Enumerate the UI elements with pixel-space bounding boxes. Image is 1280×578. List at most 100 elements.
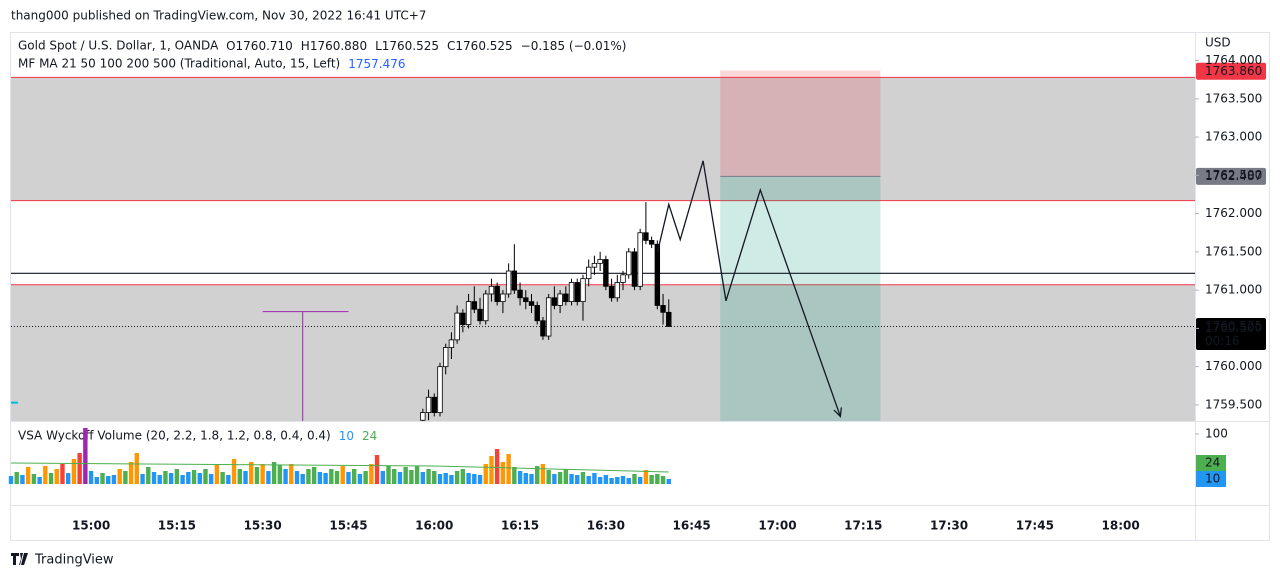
volume-bar [666, 479, 671, 484]
volume-bar [31, 474, 37, 484]
candle-body [528, 301, 535, 306]
volume-bar [283, 469, 288, 484]
symbol: Gold Spot / U.S. Dollar, 1, OANDA O1760.7… [18, 39, 626, 53]
volume-bar [174, 469, 180, 484]
price-badge [1196, 167, 1266, 185]
zone [11, 77, 1195, 201]
volume-bar [306, 469, 311, 484]
volume-bar [146, 467, 151, 484]
volume-bar [134, 453, 140, 484]
volume-bar [557, 472, 563, 484]
zone [11, 284, 1195, 421]
volume-bar [294, 471, 300, 484]
volume-bar [254, 467, 260, 484]
volume-bar [586, 476, 591, 484]
volume-bar [392, 469, 397, 484]
volume-bar [243, 471, 248, 484]
volume-bar [203, 469, 208, 484]
volume-bar [197, 473, 202, 484]
candle-body [448, 339, 455, 348]
volume-bar [477, 475, 483, 484]
volume-bar [637, 477, 643, 484]
candle-body [540, 320, 546, 337]
volume-bar [626, 478, 631, 484]
candle-body [494, 285, 500, 303]
volume-bar [180, 475, 185, 484]
candle-body [591, 262, 598, 268]
volume-bar [494, 449, 500, 484]
volume-bar [65, 473, 71, 484]
volume-tick-label: 100 [1205, 427, 1228, 441]
volume-bar [620, 476, 626, 484]
candle-body [568, 282, 575, 303]
volume-bar [100, 473, 105, 484]
volume-bar [43, 466, 48, 484]
volume-bar [163, 471, 168, 484]
marks [420, 160, 843, 421]
ohlc-value: O1760.710 [226, 39, 293, 53]
volume-bar [289, 464, 294, 484]
y-tick-label: 1761.000 [1205, 283, 1262, 297]
candle-body [477, 308, 483, 322]
volume-bar [386, 466, 391, 484]
volume-bar [54, 469, 59, 484]
candle-body [425, 396, 432, 413]
candle-body [534, 305, 540, 322]
volume-bar [37, 477, 42, 484]
candle-body [580, 278, 586, 303]
candle-body [511, 270, 518, 291]
candle-body [660, 305, 666, 313]
price-badge [1196, 317, 1266, 350]
volume-bar [443, 473, 448, 484]
volume-bar [214, 464, 220, 484]
volume-bar [409, 470, 414, 484]
volume-bar [466, 473, 471, 484]
candle-body [563, 293, 569, 303]
y-tick-label: 1760.000 [1205, 359, 1262, 373]
volume-bar [489, 456, 494, 484]
volume-bar [403, 467, 408, 484]
volume-bar [334, 471, 340, 484]
volume-bar [266, 471, 271, 484]
chart-frame [10, 32, 1270, 541]
volume-bar [14, 472, 19, 484]
volume-bar [25, 467, 31, 484]
volume-bar [8, 476, 14, 484]
volume-bar [603, 475, 609, 484]
volume-bar [397, 472, 403, 484]
volume-badge [1196, 471, 1226, 487]
volume-bar [351, 469, 357, 484]
volume-bar [592, 473, 597, 484]
candle-body [620, 274, 626, 283]
volume-bar [472, 474, 477, 484]
ohlc-value: L1760.525 [375, 39, 439, 53]
drawing-path [656, 160, 841, 417]
candle-body [420, 412, 426, 421]
volume-bar [357, 474, 363, 484]
candle-body [465, 301, 472, 325]
volume-bar [231, 459, 237, 484]
candle-body [545, 297, 552, 337]
x-tick-label: 18:00 [1102, 519, 1140, 533]
volume-bar [340, 466, 345, 484]
x-tick-label: 16:45 [673, 519, 711, 533]
volume-bar [226, 475, 231, 484]
stop-zone [720, 70, 881, 177]
volume-bar [151, 472, 157, 484]
x-tick-label: 17:15 [844, 519, 882, 533]
candle-body [488, 285, 495, 295]
volume-bar [346, 472, 351, 484]
candle-body [586, 266, 592, 280]
x-tick-label: 16:15 [501, 519, 539, 533]
volume-bar [500, 462, 506, 484]
candle-body [505, 270, 512, 295]
volume-bar [426, 469, 431, 484]
ohlc-value: H1760.880 [301, 39, 367, 53]
y-tick-label: 1759.500 [1205, 397, 1262, 411]
volume-bar [323, 473, 328, 484]
volume-ma [10, 462, 669, 473]
change: −0.185 (−0.01%) [521, 39, 627, 53]
volume-badge-label: 24 [1205, 456, 1220, 470]
x-tick-label: 15:30 [244, 519, 282, 533]
